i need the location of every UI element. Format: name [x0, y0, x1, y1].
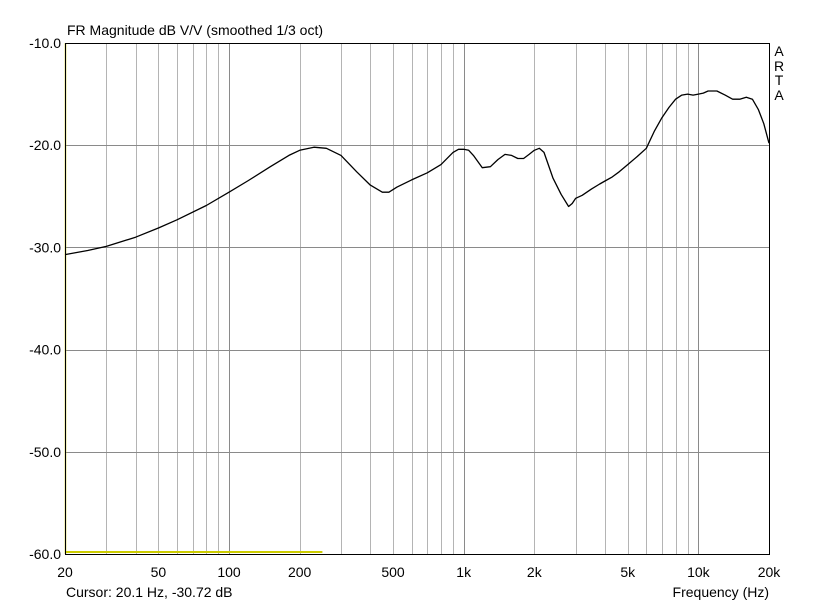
cursor-readout: Cursor: 20.1 Hz, -30.72 dB: [66, 584, 233, 600]
x-tick-label: 100: [217, 564, 241, 580]
brand-letter: A: [774, 43, 784, 59]
tick-labels: -10.0 -20.0 -30.0 -40.0 -50.0 -60.0 20 50 100 200…: [29, 35, 781, 580]
brand-letter: A: [774, 86, 784, 103]
brand-logo: A R T A: [772, 44, 786, 102]
x-tick-label: 20k: [758, 564, 782, 580]
x-tick-label: 500: [381, 564, 405, 580]
y-tick-label: -20.0: [29, 137, 61, 153]
y-tick-label: -30.0: [29, 239, 61, 255]
chart-title: FR Magnitude dB V/V (smoothed 1/3 oct): [67, 22, 324, 38]
x-tick-label: 5k: [620, 564, 636, 580]
y-tick-label: -60.0: [29, 546, 61, 562]
x-tick-label: 10k: [687, 564, 711, 580]
series-layer: [64, 90, 770, 256]
plot-frame: [65, 43, 770, 555]
x-tick-label: 50: [151, 564, 167, 580]
y-tick-label: -50.0: [29, 444, 61, 460]
x-tick-label: 20: [57, 564, 73, 580]
y-tick-label: -10.0: [29, 35, 61, 51]
brand-letter: R: [773, 57, 785, 74]
brand-letter: T: [774, 72, 784, 88]
series-line: [64, 90, 770, 256]
y-tick-label: -40.0: [29, 342, 61, 358]
x-tick-label: 1k: [456, 564, 472, 580]
x-axis-label: Frequency (Hz): [672, 584, 769, 600]
grid-lines: [65, 43, 769, 554]
x-tick-label: 200: [288, 564, 312, 580]
x-tick-label: 2k: [527, 564, 543, 580]
